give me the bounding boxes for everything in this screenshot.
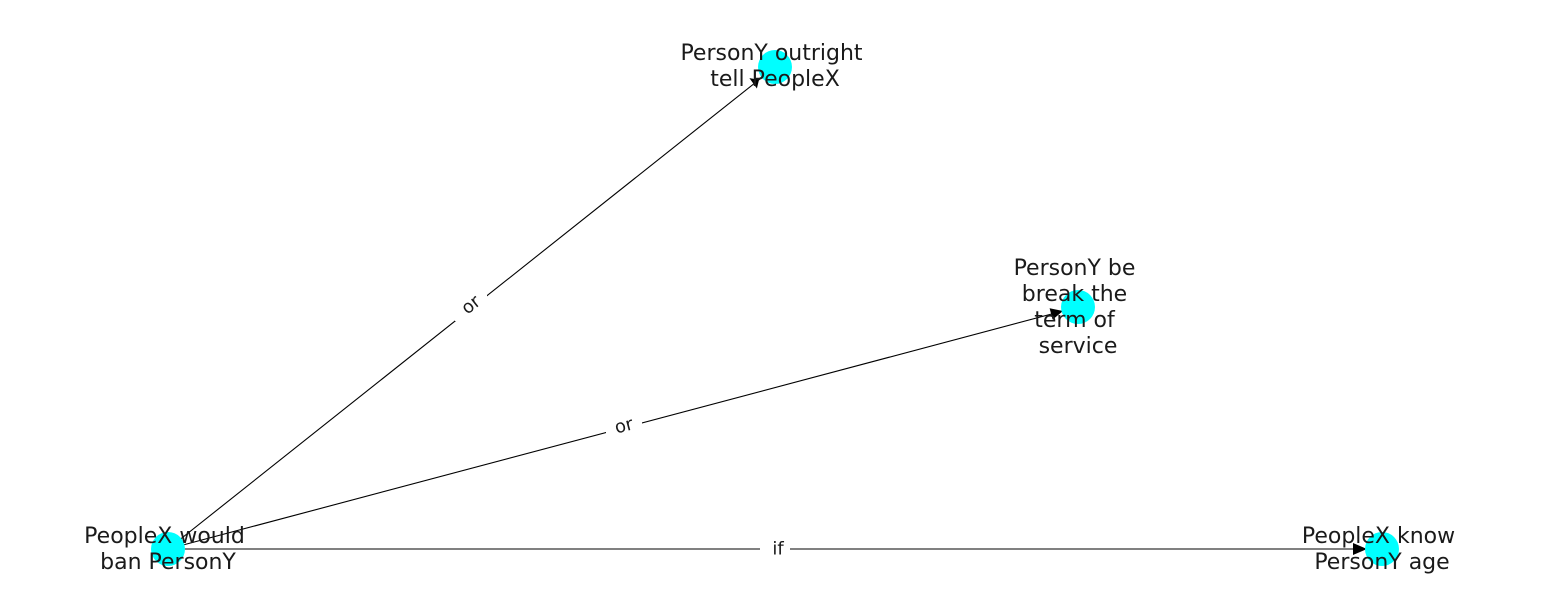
- node-label-break: PersonY be break the term of service: [1014, 256, 1143, 359]
- node-label-know: PeopleX know PersonY age: [1302, 524, 1462, 575]
- node-label-line: PersonY be: [1014, 256, 1136, 281]
- node-label-line: term of: [1034, 308, 1116, 333]
- node-ban-personY: [151, 532, 185, 566]
- arrowhead-break: [1049, 308, 1063, 320]
- edge-ban-to-break: or: [167, 306, 1079, 550]
- node-label-line: PersonY outright: [680, 41, 862, 66]
- node-labels: PeopleX would ban PersonY PersonY outrig…: [84, 41, 1462, 575]
- node-peopleX-know-age: [1365, 532, 1399, 566]
- node-label-line: PeopleX know: [1302, 524, 1455, 549]
- node-label-line: service: [1039, 334, 1118, 359]
- nodes: [151, 50, 1399, 566]
- node-label-line: ban PersonY: [100, 550, 236, 575]
- node-label-line: PeopleX would: [84, 524, 245, 549]
- edge-ban-to-tell: or: [167, 66, 776, 550]
- node-personY-outright-tell: [758, 50, 792, 84]
- edges: or or if: [167, 66, 1382, 563]
- arrowhead-know: [1353, 543, 1367, 555]
- node-label-line: break the: [1022, 282, 1127, 307]
- edge-ban-to-know: if: [168, 535, 1382, 563]
- node-label-ban: PeopleX would ban PersonY: [84, 524, 252, 575]
- node-label-tell: PersonY outright tell PeopleX: [680, 41, 869, 92]
- arrowhead-tell: [749, 78, 759, 89]
- node-label-line: PersonY age: [1314, 550, 1449, 575]
- edge-label-or-break: or: [612, 413, 636, 438]
- edge-label-if: if: [772, 539, 784, 560]
- node-label-line: tell PeopleX: [710, 67, 840, 92]
- node-personY-break-terms: [1061, 290, 1095, 324]
